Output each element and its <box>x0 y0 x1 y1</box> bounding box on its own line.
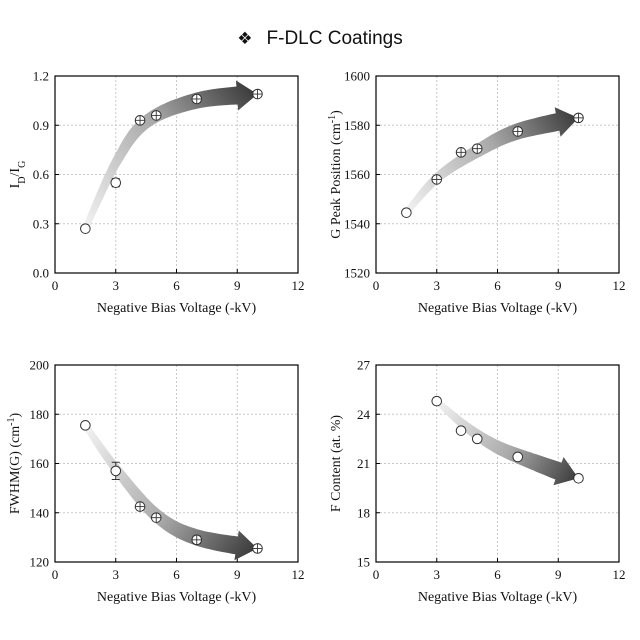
data-point <box>513 452 523 462</box>
y-tick-label: 27 <box>357 358 371 373</box>
data-point <box>472 434 482 444</box>
x-tick-label: 6 <box>173 278 180 293</box>
y-label-part: G Peak Position (cm <box>329 123 344 239</box>
chart-grid: 0 3 6 9 12 0.0 0.3 0.6 0.9 1.2 Negative Bias Volta… <box>0 0 640 640</box>
y-axis-label: G Peak Position (cm-1) <box>327 110 345 239</box>
data-point <box>432 396 442 406</box>
x-tick-label: 9 <box>234 278 241 293</box>
x-tick-label: 6 <box>494 278 501 293</box>
x-tick-label: 0 <box>52 567 59 582</box>
y-tick-label: 0.9 <box>33 118 49 133</box>
x-tick-label: 9 <box>555 278 562 293</box>
y-tick-label: 160 <box>30 456 50 471</box>
x-tick-label: 0 <box>373 278 380 293</box>
y-axis-label: FWHM(G) (cm-1) <box>6 413 24 515</box>
x-tick-label: 12 <box>292 567 305 582</box>
y-label-superscript: -1 <box>6 418 17 426</box>
y-label-subscript: G <box>17 161 28 168</box>
trend-arrow <box>83 424 258 561</box>
x-tick-label: 12 <box>613 567 626 582</box>
y-tick-label: 120 <box>30 555 50 570</box>
x-tick-label: 3 <box>113 567 120 582</box>
x-tick-label: 6 <box>173 567 180 582</box>
chart-panel-3: 0 3 6 9 12 120 140 160 180 200 Negative Bias Volta… <box>6 358 305 606</box>
x-tick-label: 0 <box>52 278 59 293</box>
y-tick-label: 1560 <box>344 167 370 182</box>
x-tick-label: 12 <box>292 278 305 293</box>
y-axis-label: F Content (at. %) <box>329 415 344 513</box>
y-label-part: ) <box>329 110 344 115</box>
y-tick-label: 1520 <box>344 266 370 281</box>
y-tick-label: 21 <box>357 456 370 471</box>
y-tick-label: 24 <box>357 407 371 422</box>
data-point <box>574 473 584 483</box>
data-point <box>111 178 121 188</box>
y-label-part: FWHM(G) (cm <box>8 426 23 514</box>
chart-panel-2: 0 3 6 9 12 1520 1540 1560 1580 1600 Negative Bias … <box>327 69 626 317</box>
data-point <box>81 224 91 234</box>
y-tick-label: 0.3 <box>33 216 49 231</box>
x-tick-label: 12 <box>613 278 626 293</box>
y-label-part: F Content (at. %) <box>329 415 344 513</box>
y-tick-label: 18 <box>357 505 370 520</box>
x-tick-label: 3 <box>434 567 441 582</box>
x-axis-label: Negative Bias Voltage (-kV) <box>418 301 578 316</box>
y-tick-label: 200 <box>30 358 50 373</box>
trend-arrow <box>83 81 258 230</box>
y-tick-label: 1540 <box>344 216 370 231</box>
y-tick-label: 1.2 <box>33 69 49 84</box>
data-point <box>456 426 466 436</box>
trend-arrow <box>435 399 579 485</box>
data-point <box>81 421 91 431</box>
x-axis-label: Negative Bias Voltage (-kV) <box>97 590 257 605</box>
trend-arrow <box>404 107 578 214</box>
y-label-superscript: -1 <box>327 115 338 123</box>
y-tick-label: 1600 <box>344 69 370 84</box>
chart-panel-1: 0 3 6 9 12 0.0 0.3 0.6 0.9 1.2 Negative Bias Volta… <box>8 69 305 317</box>
y-label-subscript: D <box>17 176 28 183</box>
y-tick-label: 1580 <box>344 118 370 133</box>
chart-panel-4: 0 3 6 9 12 15 18 21 24 27 Negative Bias Voltage (-… <box>329 358 626 606</box>
data-point <box>402 208 412 218</box>
x-tick-label: 6 <box>494 567 501 582</box>
x-tick-label: 9 <box>555 567 562 582</box>
x-axis-label: Negative Bias Voltage (-kV) <box>97 301 257 316</box>
x-tick-label: 9 <box>234 567 241 582</box>
y-tick-label: 15 <box>357 555 370 570</box>
y-label-part: ) <box>8 413 23 418</box>
data-point <box>111 466 121 476</box>
y-tick-label: 0.0 <box>33 266 49 281</box>
x-axis-label: Negative Bias Voltage (-kV) <box>418 590 578 605</box>
y-label-part: /I <box>8 168 23 177</box>
y-axis-label: ID/IG <box>8 161 28 189</box>
x-tick-label: 0 <box>373 567 380 582</box>
y-tick-label: 140 <box>30 505 50 520</box>
x-tick-label: 3 <box>113 278 120 293</box>
x-tick-label: 3 <box>434 278 441 293</box>
y-tick-label: 180 <box>30 407 50 422</box>
y-tick-label: 0.6 <box>33 167 50 182</box>
